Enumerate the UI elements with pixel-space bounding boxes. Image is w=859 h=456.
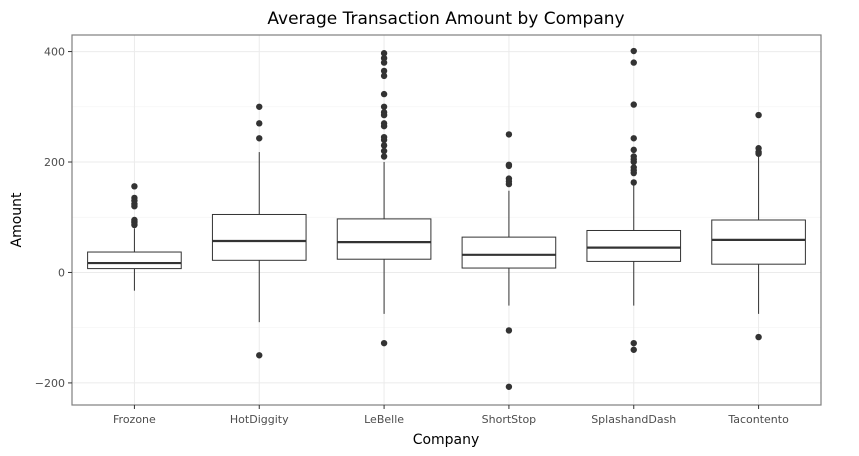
- box-iqr: [711, 219, 806, 265]
- outlier-point: [380, 59, 388, 66]
- outlier-point: [755, 111, 762, 119]
- outlier-point: [630, 101, 637, 108]
- outlier-point: [380, 103, 388, 110]
- x-tick-label: ShortStop: [482, 413, 537, 426]
- outlier-point: [630, 59, 637, 66]
- y-tick-label: 0: [58, 266, 65, 279]
- y-tick-label: −200: [35, 377, 65, 390]
- box-frozone: [87, 183, 182, 291]
- box-tacontento: [711, 111, 806, 341]
- outlier-point: [380, 136, 388, 144]
- x-tick-label: HotDiggity: [230, 413, 289, 426]
- box-iqr: [461, 236, 557, 269]
- x-tick-label: LeBelle: [364, 413, 404, 426]
- box-iqr: [211, 213, 307, 261]
- y-tick-label: 400: [44, 46, 65, 59]
- outlier-point: [380, 67, 388, 75]
- box-iqr: [87, 251, 182, 270]
- panel-border: [71, 34, 822, 406]
- outlier-point: [256, 135, 263, 142]
- outlier-point: [630, 146, 637, 154]
- x-tick-label: SplashandDash: [591, 413, 676, 426]
- outlier-point: [630, 47, 637, 55]
- outlier-point: [630, 339, 637, 347]
- outlier-point: [505, 131, 513, 138]
- outlier-point: [630, 346, 637, 353]
- outlier-point: [630, 179, 637, 186]
- grid: [72, 35, 821, 405]
- outlier-point: [505, 180, 513, 188]
- outlier-point: [380, 54, 388, 62]
- outlier-point: [755, 150, 762, 157]
- outlier-point: [630, 158, 637, 166]
- y-axis-title: Amount: [9, 192, 25, 248]
- outlier-point: [380, 147, 388, 155]
- outlier-point: [256, 352, 263, 359]
- outlier-point: [505, 327, 513, 334]
- outlier-point: [380, 142, 388, 149]
- chart-title: Average Transaction Amount by Company: [267, 9, 624, 29]
- outlier-point: [131, 183, 138, 190]
- outlier-point: [380, 153, 388, 160]
- axes: −200 0 200 400 Frozone HotDiggity LeBelle Short…: [35, 46, 789, 426]
- box-splashanddash: [586, 47, 682, 353]
- outlier-point: [380, 50, 388, 57]
- outlier-point: [505, 383, 513, 390]
- outlier-point: [380, 339, 388, 347]
- box-shortstop: [461, 131, 557, 390]
- outlier-point: [131, 202, 138, 210]
- outlier-point: [755, 333, 762, 341]
- outlier-point: [256, 103, 263, 110]
- x-tick-label: Tacontento: [727, 413, 789, 426]
- outlier-point: [380, 90, 388, 98]
- y-tick-label: 200: [44, 156, 65, 169]
- outlier-point: [630, 169, 637, 177]
- box-iqr: [336, 218, 432, 260]
- x-axis-title: Company: [413, 432, 480, 448]
- box-lebelle: [336, 50, 432, 347]
- outlier-point: [630, 135, 637, 142]
- outlier-point: [505, 162, 513, 170]
- box-iqr: [586, 229, 682, 262]
- outlier-point: [131, 221, 138, 229]
- outlier-point: [380, 111, 388, 119]
- box-hotdiggity: [211, 103, 307, 359]
- x-tick-label: Frozone: [113, 413, 156, 426]
- outlier-point: [256, 120, 263, 127]
- box-layer: [87, 47, 806, 390]
- outlier-point: [380, 122, 388, 130]
- outlier-point: [380, 72, 388, 80]
